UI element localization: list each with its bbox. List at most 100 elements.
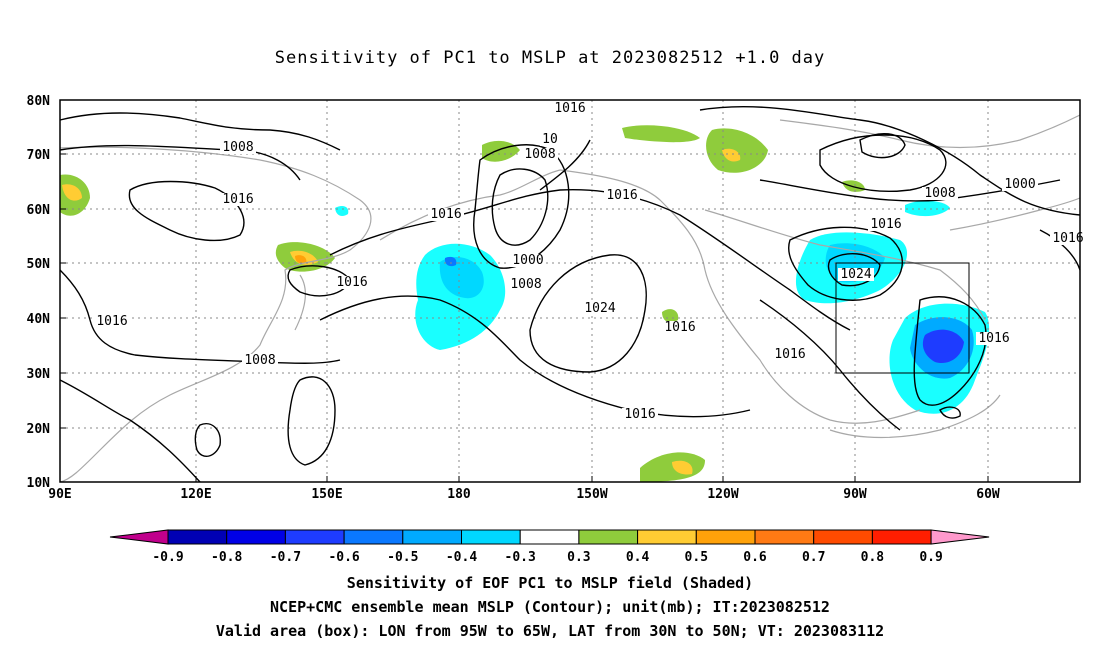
caption-line-1: Sensitivity of EOF PC1 to MSLP field (Sh… xyxy=(346,574,754,592)
lat-tick-label: 20N xyxy=(27,422,51,437)
contour-label-bg xyxy=(242,354,278,367)
shade-negative-pacific-core xyxy=(444,256,457,267)
contour-label-bg xyxy=(772,348,808,361)
lat-tick-label: 60N xyxy=(27,203,51,218)
contour-label: 1016 xyxy=(96,314,127,329)
colorbar-segment xyxy=(519,529,580,545)
mslp-contours xyxy=(59,105,1081,483)
contour-label-bg xyxy=(604,189,640,202)
colorbar-segment xyxy=(813,529,873,545)
contour-label-bg xyxy=(838,268,874,281)
contour-label: 1008 xyxy=(924,186,955,201)
contour-label: 1008 xyxy=(510,277,541,292)
contour-label: 10 xyxy=(542,132,558,147)
colorbar: -0.9 -0.8 -0.7 -0.6 -0.5 -0.4 -0.3 0.3 0.4 0.5 0.6… xyxy=(109,529,990,565)
contour-label-bg xyxy=(1002,178,1038,191)
colorbar-label: 0.5 xyxy=(685,550,708,565)
colorbar-label: 0.8 xyxy=(861,550,885,565)
colorbar-segment xyxy=(226,529,286,545)
contour-label-bg xyxy=(508,278,544,291)
graticule xyxy=(60,100,1080,482)
shade-positive-arctic xyxy=(622,125,700,143)
caption-line-3: Valid area (box): LON from 95W to 65W, L… xyxy=(215,622,885,640)
shade-positive-siberia-core xyxy=(62,184,82,201)
lat-tick-label: 10N xyxy=(27,476,51,491)
contour-label: 1016 xyxy=(1052,231,1083,246)
lon-tick-label: 120E xyxy=(180,487,211,502)
shade-negative-pacific-inner xyxy=(439,257,484,299)
contour-label-bg xyxy=(922,187,958,200)
colorbar-segment xyxy=(637,529,697,545)
contour-label-bg xyxy=(428,208,464,221)
colorbar-label: -0.4 xyxy=(446,550,477,565)
colorbar-label: -0.9 xyxy=(152,550,183,565)
contour-label: 1024 xyxy=(840,267,871,282)
shaded-sensitivity-regions xyxy=(60,125,990,482)
shade-positive-bering xyxy=(482,140,520,162)
contour-label: 1024 xyxy=(584,301,615,316)
lat-tick-label: 40N xyxy=(27,312,51,327)
colorbar-segment xyxy=(284,529,345,545)
colorbar-segment xyxy=(754,529,815,545)
shade-positive-greenland-core xyxy=(722,148,741,162)
contour-label-bg xyxy=(510,254,546,267)
shade-positive-greenland xyxy=(706,128,768,173)
colorbar-label: -0.6 xyxy=(328,550,359,565)
contour-label: 1008 xyxy=(524,147,555,162)
longitude-axis: 90E 120E 150E 180 150W 120W 90W 60W xyxy=(48,476,1000,502)
lat-tick-label: 50N xyxy=(27,257,51,272)
lon-tick-label: 60W xyxy=(976,487,1000,502)
shade-positive-tropics xyxy=(640,452,705,482)
coastlines xyxy=(59,114,1081,483)
contour-label-bg xyxy=(220,193,256,206)
colorbar-label: 0.3 xyxy=(567,550,590,565)
contour-label: 1008 xyxy=(244,353,275,368)
colorbar-label: 0.4 xyxy=(626,550,650,565)
valid-area-box xyxy=(835,262,970,374)
colorbar-segment xyxy=(461,529,521,545)
latitude-axis: 80N 70N 60N 50N 40N 30N 20N 10N xyxy=(27,94,66,491)
contour-label: 1016 xyxy=(870,217,901,232)
contour-label: 1016 xyxy=(554,101,585,116)
contour-label: 1016 xyxy=(222,192,253,207)
shade-positive-central xyxy=(662,309,679,323)
contour-label-bg xyxy=(662,321,698,334)
contour-label: 1008 xyxy=(222,140,253,155)
contour-label-bg xyxy=(622,408,658,421)
contour-label-bg xyxy=(540,133,560,146)
contour-label-bg xyxy=(976,332,1012,345)
shade-positive-kamchatka-hot xyxy=(295,255,307,264)
contour-labels: 1008 1016 1016 1008 1016 1016 1008 1016 1000 1008… xyxy=(94,101,1086,422)
colorbar-label: -0.3 xyxy=(505,550,536,565)
contour-label-bg xyxy=(220,141,256,154)
colorbar-label: -0.8 xyxy=(211,550,242,565)
lon-tick-label: 150W xyxy=(576,487,607,502)
colorbar-segment xyxy=(402,529,462,545)
caption-line-2: NCEP+CMC ensemble mean MSLP (Contour); u… xyxy=(270,598,830,616)
shade-negative-alaska xyxy=(335,206,349,216)
contour-label-bg xyxy=(334,276,370,289)
shade-negative-atlantic xyxy=(905,200,950,217)
contour-label-bg xyxy=(94,315,130,328)
lon-tick-label: 150E xyxy=(311,487,342,502)
contour-label-bg xyxy=(582,302,618,315)
lat-tick-label: 80N xyxy=(27,94,51,109)
contour-label-bg xyxy=(522,148,558,161)
colorbar-left-arrow xyxy=(109,529,169,545)
contour-label: 1016 xyxy=(978,331,1009,346)
contour-label: 1000 xyxy=(1004,177,1035,192)
contour-label: 1016 xyxy=(430,207,461,222)
shade-negative-east-us-core xyxy=(922,329,964,364)
colorbar-label: -0.5 xyxy=(387,550,418,565)
lon-tick-label: 180 xyxy=(447,487,471,502)
colorbar-label: -0.7 xyxy=(270,550,301,565)
colorbar-label: 0.9 xyxy=(919,550,942,565)
colorbar-right-arrow xyxy=(930,529,990,545)
contour-label: 1016 xyxy=(774,347,805,362)
contour-label-bg xyxy=(868,218,904,231)
shade-positive-tropics-core xyxy=(672,460,693,475)
colorbar-segment xyxy=(871,529,932,545)
contour-label: 1016 xyxy=(664,320,695,335)
contour-label: 1016 xyxy=(624,407,655,422)
contour-label-bg xyxy=(552,102,588,115)
